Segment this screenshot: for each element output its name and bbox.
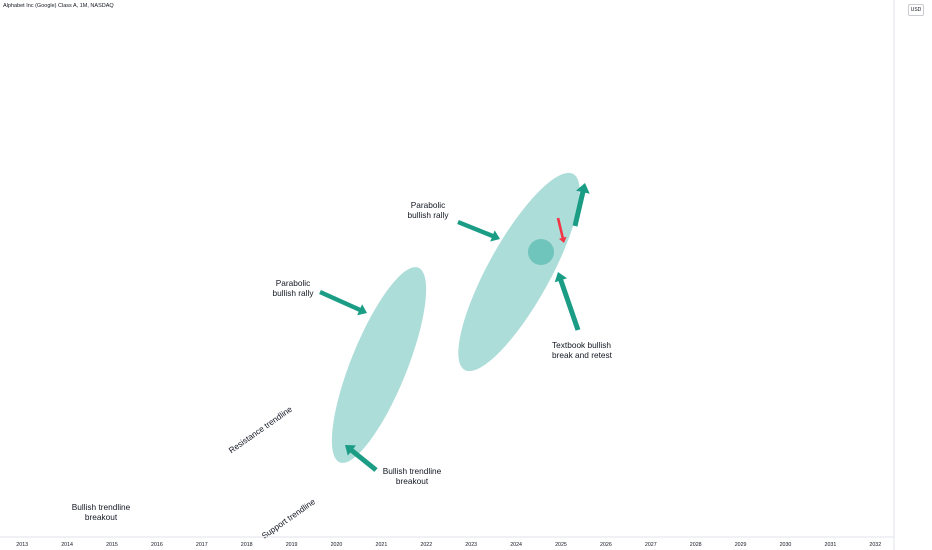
time-tick-label: 2022 [420,542,432,548]
annotation-textbook-break-retest: Textbook bullish [552,340,611,350]
time-tick-label: 2020 [331,542,343,548]
time-tick-label: 2019 [286,542,298,548]
annotation-bullish-breakout-left: Bullish trendline [72,502,131,512]
annotation-parabolic-rally-left: bullish rally [272,288,314,298]
time-tick-label: 2026 [600,542,612,548]
annotation-bullish-breakout-mid: breakout [396,476,429,486]
annotation-parabolic-rally-right: bullish rally [407,210,449,220]
arrow-to-retest [554,272,581,331]
chart-title: Alphabet Inc (Google) Class A, 1M, NASDA… [3,3,114,9]
arrows-layer [319,183,590,472]
annotation-textbook-break-retest: break and retest [552,350,613,360]
time-tick-label: 2015 [106,542,118,548]
time-tick-label: 2025 [555,542,567,548]
arrow-down-retest [556,217,567,243]
arrow-up-projection [572,183,590,227]
support-trendline-label: Support trendline [260,496,318,541]
rally-ellipse-2020 [331,267,427,463]
annotation-bullish-breakout-mid: Bullish trendline [383,466,442,476]
annotation-bullish-breakout-left: breakout [85,512,118,522]
time-tick-label: 2018 [241,542,253,548]
time-tick-label: 2032 [869,542,881,548]
arrow-to-breakout-2020 [345,445,378,472]
annotation-parabolic-rally-right: Parabolic [411,200,446,210]
time-tick-label: 2028 [690,542,702,548]
arrow-to-rally-2023 [457,220,500,242]
time-tick-label: 2023 [465,542,477,548]
currency-selector[interactable]: USD [908,4,924,16]
arrow-to-rally-2020 [319,290,367,316]
time-tick-label: 2031 [825,542,837,548]
time-tick-label: 2017 [196,542,208,548]
time-tick-label: 2016 [151,542,163,548]
time-tick-label: 2013 [16,542,28,548]
annotation-parabolic-rally-left: Parabolic [276,278,311,288]
time-tick-label: 2024 [510,542,522,548]
time-tick-label: 2027 [645,542,657,548]
time-tick-label: 2021 [376,542,388,548]
rally-ellipse-2023 [458,172,580,372]
retest-circle [528,239,554,265]
resistance-trendline-label: Resistance trendline [227,404,295,456]
highlight-ellipses [331,172,580,463]
time-tick-label: 2029 [735,542,747,548]
time-tick-label: 2014 [61,542,73,548]
time-tick-label: 2030 [780,542,792,548]
